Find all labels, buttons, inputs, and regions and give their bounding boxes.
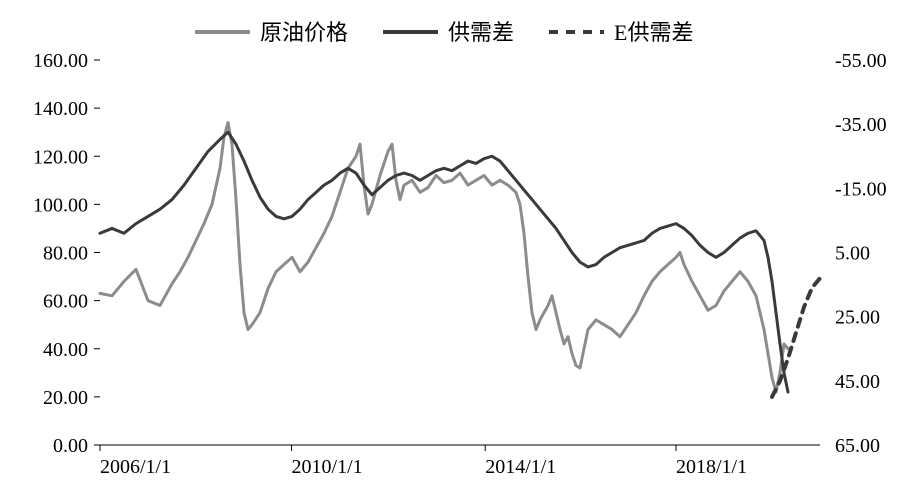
legend-label: 供需差 [448,20,514,45]
y-left-tick-label: 0.00 [53,435,88,457]
y-right-tick-label: 65.00 [835,435,880,457]
y-left-tick-label: 140.00 [33,98,88,120]
x-tick-label: 2006/1/1 [100,456,171,478]
x-tick-label: 2018/1/1 [676,456,747,478]
x-tick-label: 2014/1/1 [485,456,556,478]
y-right-tick-label: 45.00 [835,371,880,393]
y-left-tick-label: 20.00 [43,387,88,409]
y-right-tick-label: -15.00 [835,178,887,200]
y-right-tick-label: -55.00 [835,50,887,72]
y-left-tick-label: 40.00 [43,339,88,361]
legend-label: E供需差 [614,20,693,45]
y-left-tick-label: 80.00 [43,243,88,265]
y-left-tick-label: 100.00 [33,194,88,216]
chart-svg: 0.00 20.00 40.00 60.00 80.00 100.00 120.00 140.… [0,0,900,501]
y-right-tick-label: 25.00 [835,307,880,329]
y-left-tick-label: 120.00 [33,146,88,168]
x-tick-label: 2010/1/1 [292,456,363,478]
y-right-tick-label: -35.00 [835,114,887,136]
y-right-tick-label: 5.00 [835,243,870,265]
legend-label: 原油价格 [260,20,348,45]
y-left-tick-label: 160.00 [33,50,88,72]
oil-price-supply-demand-chart: 0.00 20.00 40.00 60.00 80.00 100.00 120.00 140.… [0,0,900,501]
y-left-tick-label: 60.00 [43,291,88,313]
